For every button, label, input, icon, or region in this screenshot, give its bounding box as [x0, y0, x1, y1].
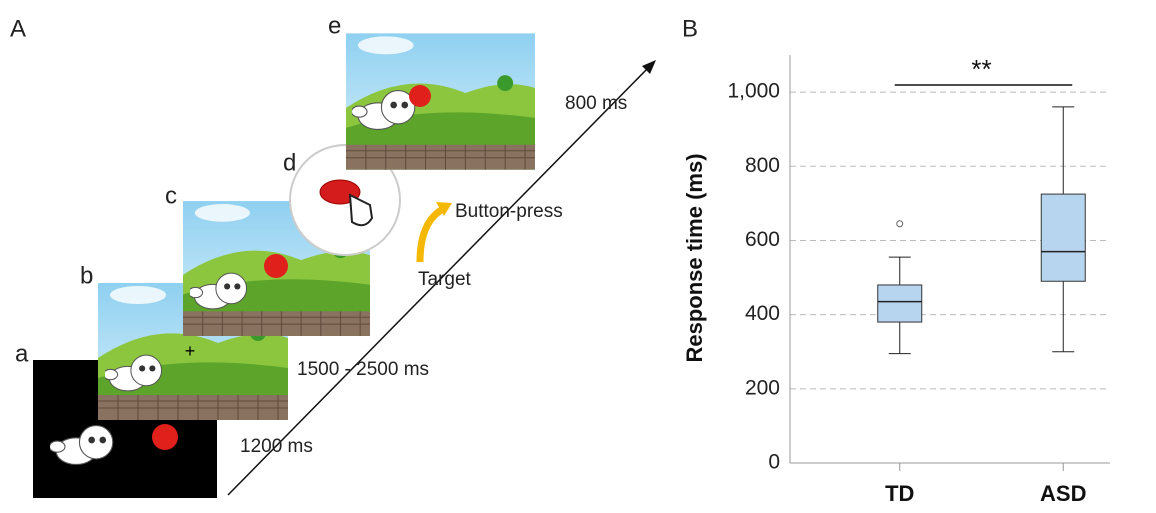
- box: [878, 285, 922, 322]
- frame-label: e: [328, 12, 341, 39]
- apple: [409, 85, 431, 107]
- event-label: Target: [418, 269, 472, 290]
- panel-label: A: [10, 15, 26, 42]
- figure: A + a b c d e 1200 ms 1500 - 2500 ms 800…: [0, 0, 1156, 508]
- y-tick-label: 200: [745, 376, 780, 399]
- panel-label: B: [682, 15, 698, 42]
- y-tick-label: 1,000: [727, 80, 780, 103]
- apple: [264, 254, 288, 278]
- y-tick-label: 800: [745, 154, 780, 177]
- event-arrow: [420, 208, 445, 262]
- timing-label: 1500 - 2500 ms: [297, 359, 429, 380]
- y-tick-label: 400: [745, 302, 780, 325]
- box: [1041, 194, 1085, 281]
- apple: [152, 424, 178, 450]
- timing-label: 1200 ms: [240, 436, 313, 457]
- x-tick-label: TD: [885, 481, 914, 506]
- frame-e: [346, 33, 535, 169]
- frame-label: b: [80, 262, 93, 289]
- x-tick-label: ASD: [1040, 481, 1086, 506]
- frame-label: d: [283, 149, 296, 176]
- frame-label: a: [15, 340, 29, 367]
- frame-label: c: [165, 182, 177, 209]
- y-axis-title: Response time (ms): [682, 153, 707, 362]
- y-tick-label: 0: [768, 451, 780, 474]
- event-label: Button-press: [455, 201, 563, 222]
- timing-label: 800 ms: [565, 93, 627, 114]
- outlier: [897, 221, 903, 227]
- fixation-cross: +: [185, 341, 196, 361]
- y-tick-label: 600: [745, 228, 780, 251]
- significance-label: **: [971, 54, 991, 84]
